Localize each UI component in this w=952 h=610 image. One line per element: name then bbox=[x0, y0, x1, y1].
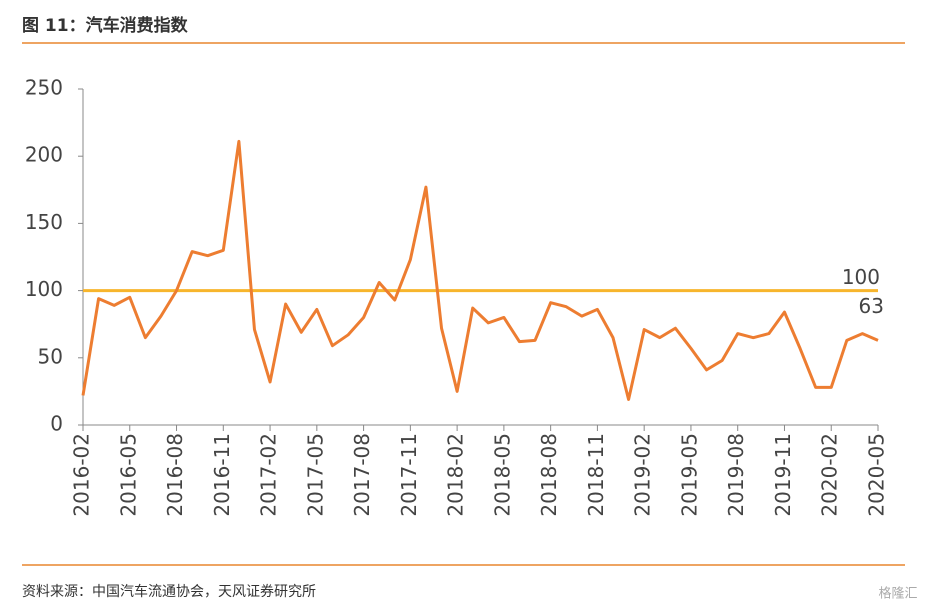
x-tick-label: 2019-08 bbox=[724, 433, 748, 517]
x-tick-label: 2019-02 bbox=[631, 433, 655, 517]
x-tick-label: 2019-11 bbox=[771, 433, 795, 517]
y-tick-label: 0 bbox=[50, 412, 63, 436]
x-tick-label: 2018-11 bbox=[584, 433, 608, 517]
x-tick-label: 2020-05 bbox=[865, 433, 889, 517]
x-tick-label: 2016-05 bbox=[116, 433, 140, 517]
x-tick-label: 2017-02 bbox=[257, 433, 281, 517]
y-tick-label: 200 bbox=[25, 143, 63, 167]
x-tick-label: 2016-11 bbox=[210, 433, 234, 517]
y-tick-label: 250 bbox=[25, 76, 63, 100]
x-tick-label: 2017-08 bbox=[350, 433, 374, 517]
last-value-label: 63 bbox=[859, 294, 884, 318]
x-tick-label: 2017-11 bbox=[397, 433, 421, 517]
series-line bbox=[81, 139, 879, 401]
x-tick-label: 2017-05 bbox=[303, 433, 327, 517]
watermark: 格隆汇 bbox=[878, 586, 917, 602]
plot: 0 50 100 150 200 250 2016-02 2016-05 2016-08 2016… bbox=[25, 76, 889, 517]
y-tick-label: 100 bbox=[25, 277, 63, 301]
source: 资料来源：中国汽车流通协会，天风证券研究所 bbox=[22, 583, 316, 600]
x-tick-label: 2020-02 bbox=[818, 433, 842, 517]
x-tick-label: 2016-08 bbox=[163, 433, 187, 517]
x-tick-label: 2018-08 bbox=[537, 433, 561, 517]
chart-title: 图 11：汽车消费指数 bbox=[22, 15, 189, 36]
x-tick-label: 2018-05 bbox=[490, 433, 514, 517]
reference-label: 100 bbox=[842, 265, 880, 289]
x-tick-label: 2019-05 bbox=[677, 433, 701, 517]
y-tick-label: 50 bbox=[38, 344, 63, 368]
x-tick-label: 2016-02 bbox=[70, 433, 94, 517]
y-tick-label: 150 bbox=[25, 210, 63, 234]
x-tick-label: 2018-02 bbox=[444, 433, 468, 517]
